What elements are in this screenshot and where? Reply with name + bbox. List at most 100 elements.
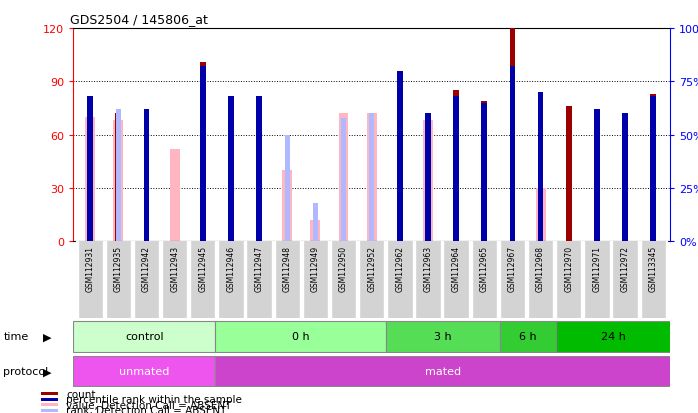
Bar	[170, 150, 179, 242]
Bar	[228, 112, 234, 242]
Bar	[482, 103, 487, 242]
Bar	[443, 242, 469, 318]
Bar	[76, 242, 77, 318]
Text: ▶: ▶	[43, 332, 52, 342]
Bar	[144, 137, 149, 242]
Bar	[470, 242, 472, 318]
Bar	[41, 398, 58, 401]
Bar	[85, 118, 95, 242]
Bar	[356, 242, 357, 318]
Bar	[161, 242, 162, 318]
Text: GSM113345: GSM113345	[648, 245, 658, 292]
Bar	[472, 242, 497, 318]
Bar	[442, 242, 443, 318]
Bar	[414, 242, 415, 318]
Text: GDS2504 / 145806_at: GDS2504 / 145806_at	[70, 13, 208, 26]
Text: value, Detection Call = ABSENT: value, Detection Call = ABSENT	[66, 400, 232, 410]
Text: percentile rank within the sample: percentile rank within the sample	[66, 394, 242, 404]
Bar	[272, 242, 273, 318]
Bar	[300, 242, 302, 318]
Bar	[622, 114, 628, 242]
Bar	[554, 242, 555, 318]
Bar	[453, 97, 459, 242]
Bar	[498, 242, 500, 318]
Text: protocol: protocol	[3, 366, 49, 377]
Text: GSM112952: GSM112952	[367, 245, 376, 291]
Bar	[526, 242, 528, 318]
Bar	[116, 110, 121, 242]
Bar	[244, 242, 245, 318]
Bar	[397, 71, 403, 242]
Bar	[87, 109, 93, 242]
Bar	[217, 242, 218, 318]
Text: GSM112946: GSM112946	[226, 245, 235, 292]
Bar	[537, 93, 544, 242]
Bar	[453, 91, 459, 242]
Bar	[584, 242, 609, 318]
Bar	[500, 321, 556, 352]
Bar	[256, 97, 262, 242]
Text: GSM112965: GSM112965	[480, 245, 489, 292]
Bar	[469, 242, 470, 318]
Bar	[366, 114, 377, 242]
Bar	[425, 114, 431, 242]
Bar	[357, 242, 359, 318]
Bar	[555, 242, 556, 318]
Bar	[303, 242, 328, 318]
Bar	[115, 114, 121, 242]
Bar	[134, 242, 159, 318]
Bar	[440, 242, 442, 318]
Bar	[369, 114, 374, 242]
Bar	[387, 242, 413, 318]
Bar	[133, 242, 134, 318]
Bar	[651, 97, 656, 242]
Text: 0 h: 0 h	[292, 332, 309, 342]
Text: ▶: ▶	[43, 366, 52, 377]
Bar	[144, 110, 149, 242]
Bar	[556, 242, 581, 318]
Bar	[188, 242, 190, 318]
Bar	[339, 114, 348, 242]
Bar	[285, 135, 290, 242]
Bar	[528, 242, 554, 318]
Text: GSM112972: GSM112972	[621, 245, 630, 291]
Text: GSM112950: GSM112950	[339, 245, 348, 292]
Text: GSM112945: GSM112945	[198, 245, 207, 292]
Bar	[228, 97, 234, 242]
Bar	[329, 242, 331, 318]
Bar	[41, 409, 58, 412]
Bar	[282, 171, 292, 242]
Bar	[313, 203, 318, 242]
Text: 24 h: 24 h	[601, 332, 625, 342]
Text: 3 h: 3 h	[434, 332, 452, 342]
Text: time: time	[3, 332, 29, 342]
Bar	[622, 125, 628, 242]
Bar	[274, 242, 300, 318]
Bar	[73, 357, 216, 387]
Bar	[385, 242, 386, 318]
Bar	[638, 242, 639, 318]
Bar	[594, 121, 600, 242]
Bar	[41, 392, 58, 395]
Bar	[341, 118, 346, 242]
Bar	[639, 242, 641, 318]
Bar	[425, 121, 431, 242]
Bar	[302, 242, 303, 318]
Text: GSM112948: GSM112948	[283, 245, 292, 291]
Bar	[216, 242, 217, 318]
Bar	[583, 242, 584, 318]
Bar	[113, 121, 124, 242]
Bar	[77, 242, 103, 318]
Text: GSM112947: GSM112947	[255, 245, 264, 292]
Bar	[104, 242, 105, 318]
Bar	[359, 242, 385, 318]
Text: mated: mated	[424, 366, 461, 377]
Bar	[131, 242, 133, 318]
Bar	[666, 242, 667, 318]
Text: 6 h: 6 h	[519, 332, 537, 342]
Text: GSM112968: GSM112968	[536, 245, 545, 291]
Bar	[611, 242, 612, 318]
Bar	[190, 242, 216, 318]
Bar	[87, 97, 93, 242]
Text: GSM112943: GSM112943	[170, 245, 179, 292]
